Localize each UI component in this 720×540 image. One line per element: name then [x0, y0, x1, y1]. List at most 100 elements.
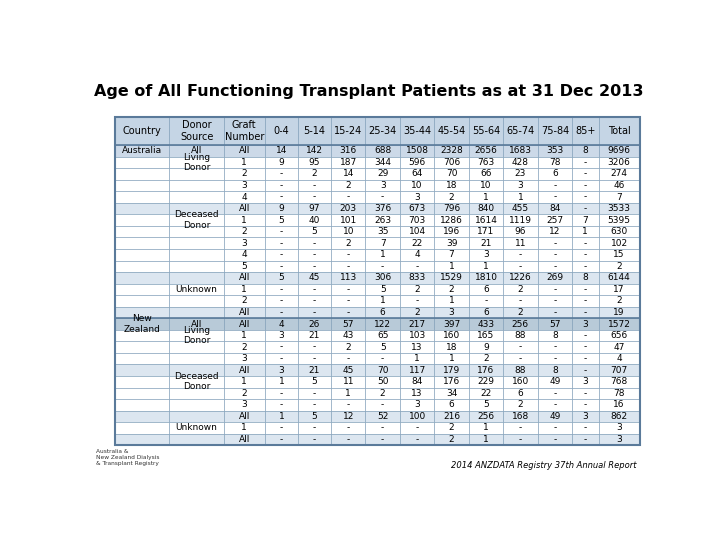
Bar	[115, 214, 169, 226]
Text: 3: 3	[241, 354, 247, 363]
Bar	[598, 422, 639, 434]
Bar	[598, 249, 639, 260]
Text: 1: 1	[518, 192, 523, 201]
Bar	[400, 330, 434, 341]
Bar	[331, 399, 366, 410]
Bar	[366, 272, 400, 284]
Bar	[224, 238, 265, 249]
Text: 257: 257	[546, 215, 564, 225]
Text: All: All	[238, 273, 250, 282]
Text: 142: 142	[306, 146, 323, 156]
Bar	[265, 226, 298, 238]
Text: 187: 187	[340, 158, 357, 167]
Text: 78: 78	[549, 158, 561, 167]
Bar	[538, 226, 572, 238]
Bar	[572, 341, 598, 353]
Text: -: -	[381, 262, 384, 271]
Text: 50: 50	[377, 377, 388, 386]
Bar	[469, 364, 503, 376]
Bar	[503, 226, 538, 238]
Bar	[469, 226, 503, 238]
Text: Total: Total	[608, 126, 631, 136]
Text: 306: 306	[374, 273, 391, 282]
Bar	[598, 272, 639, 284]
Bar	[224, 203, 265, 214]
Bar	[538, 249, 572, 260]
Bar	[503, 157, 538, 168]
Text: All: All	[191, 146, 202, 156]
Text: 630: 630	[611, 227, 628, 236]
Bar	[572, 434, 598, 445]
Bar	[169, 284, 224, 295]
Bar	[598, 341, 639, 353]
Bar	[366, 249, 400, 260]
Text: 160: 160	[443, 331, 460, 340]
Bar	[503, 272, 538, 284]
Text: 1683: 1683	[509, 146, 532, 156]
Bar	[366, 376, 400, 388]
Bar	[538, 422, 572, 434]
Text: 14: 14	[343, 170, 354, 178]
Text: 6: 6	[449, 400, 454, 409]
Bar	[538, 157, 572, 168]
Text: 269: 269	[546, 273, 564, 282]
Text: -: -	[553, 308, 557, 317]
Text: 46: 46	[613, 181, 625, 190]
Bar	[434, 272, 469, 284]
Text: -: -	[279, 285, 283, 294]
Bar	[538, 434, 572, 445]
Text: -: -	[312, 181, 316, 190]
Text: All: All	[238, 146, 250, 156]
Text: Unknown: Unknown	[176, 423, 217, 433]
Bar	[572, 422, 598, 434]
Text: Australia: Australia	[122, 146, 162, 156]
Text: -: -	[553, 389, 557, 398]
Bar	[298, 117, 331, 145]
Text: -: -	[584, 342, 587, 352]
Text: -: -	[519, 342, 522, 352]
Text: -: -	[381, 192, 384, 201]
Bar	[224, 353, 265, 364]
Bar	[469, 117, 503, 145]
Text: 1: 1	[279, 377, 284, 386]
Text: 43: 43	[343, 331, 354, 340]
Bar	[572, 388, 598, 399]
Text: 1119: 1119	[509, 215, 532, 225]
Bar	[224, 260, 265, 272]
Bar	[265, 145, 298, 157]
Text: 688: 688	[374, 146, 391, 156]
Text: 39: 39	[446, 239, 457, 248]
Text: 1: 1	[483, 423, 489, 433]
Bar	[169, 295, 224, 307]
Bar	[331, 422, 366, 434]
Bar	[503, 117, 538, 145]
Bar	[224, 284, 265, 295]
Bar	[538, 341, 572, 353]
Bar	[400, 180, 434, 191]
Text: 3: 3	[582, 412, 588, 421]
Bar	[400, 226, 434, 238]
Bar	[400, 157, 434, 168]
Bar	[503, 318, 538, 330]
Bar	[298, 226, 331, 238]
Bar	[331, 238, 366, 249]
Text: 21: 21	[309, 331, 320, 340]
Text: -: -	[584, 423, 587, 433]
Text: 763: 763	[477, 158, 495, 167]
Text: 117: 117	[408, 366, 426, 375]
Text: 176: 176	[477, 366, 495, 375]
Text: -: -	[312, 192, 316, 201]
Bar	[115, 434, 169, 445]
Bar	[572, 203, 598, 214]
Text: -: -	[553, 423, 557, 433]
Text: -: -	[553, 296, 557, 306]
Text: 344: 344	[374, 158, 391, 167]
Bar	[298, 203, 331, 214]
Text: 45-54: 45-54	[438, 126, 466, 136]
Bar	[366, 318, 400, 330]
Text: -: -	[312, 342, 316, 352]
Bar	[572, 238, 598, 249]
Bar	[538, 145, 572, 157]
Bar	[469, 260, 503, 272]
Bar	[434, 168, 469, 180]
